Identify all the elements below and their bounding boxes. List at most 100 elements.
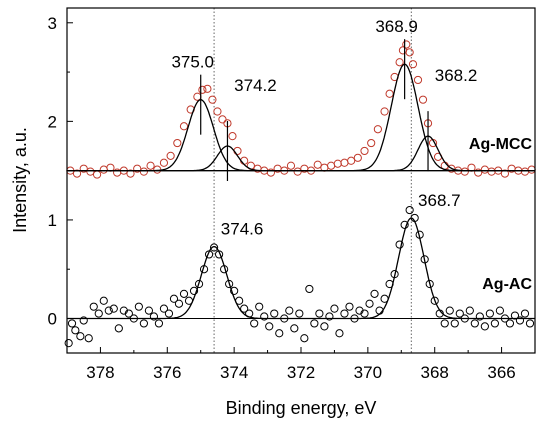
- y-tick-label: 1: [48, 211, 57, 230]
- data-point: [425, 279, 434, 289]
- data-point: [480, 165, 489, 174]
- data-point: [71, 326, 80, 335]
- data-point: [370, 289, 379, 298]
- data-point: [305, 284, 314, 294]
- peak-label: 368.7: [418, 191, 461, 210]
- data-point: [144, 306, 153, 315]
- data-point: [133, 164, 142, 173]
- data-point: [485, 309, 494, 318]
- data-point: [365, 299, 374, 308]
- data-point: [335, 329, 344, 338]
- data-point: [89, 302, 98, 311]
- data-point: [275, 329, 284, 338]
- y-axis-ticks: 0 1 2 3: [48, 14, 73, 329]
- data-point: [139, 167, 148, 176]
- data-point: [520, 167, 530, 176]
- plot-area: [64, 8, 536, 353]
- data-point: [395, 58, 404, 67]
- data-point: [64, 339, 73, 348]
- x-tick-label: 376: [153, 363, 181, 382]
- peak-label: 374.6: [221, 220, 264, 239]
- data-point: [385, 89, 394, 98]
- x-tick-label: 374: [220, 363, 248, 382]
- data-point: [286, 161, 296, 170]
- y-tick-label: 0: [48, 310, 57, 329]
- data-point: [218, 115, 227, 124]
- data-point: [487, 167, 496, 176]
- data-point: [79, 164, 88, 173]
- data-point: [495, 306, 504, 315]
- x-tick-label: 366: [487, 363, 515, 382]
- data-point: [405, 205, 414, 215]
- data-point: [124, 309, 133, 318]
- data-point: [520, 309, 530, 318]
- data-point: [405, 48, 414, 57]
- data-point: [330, 304, 339, 313]
- fit-envelope-Ag-AC: [67, 217, 535, 320]
- peak-label: 375.0: [171, 53, 214, 72]
- data-point: [290, 324, 299, 333]
- data-point: [313, 160, 322, 169]
- data-point: [360, 146, 369, 156]
- data-point: [408, 60, 418, 69]
- data-point: [295, 309, 304, 318]
- series-and-peak-labels: 375.0 374.2 368.9 368.2 Ag-MCC 374.6 368.7 Ag-A…: [171, 17, 532, 293]
- data-point: [265, 322, 274, 331]
- data-point: [450, 319, 459, 328]
- data-point: [402, 40, 411, 49]
- data-point: [470, 319, 479, 328]
- data-point: [240, 304, 249, 313]
- data-point: [320, 322, 329, 331]
- data-point: [189, 286, 199, 295]
- plot-frame: [66, 7, 536, 354]
- data-point: [208, 95, 217, 104]
- data-point: [480, 322, 489, 331]
- data-point: [515, 316, 525, 325]
- series-label-Ag-AC: Ag-AC: [482, 276, 532, 293]
- data-point: [315, 309, 324, 318]
- data-point: [395, 240, 404, 249]
- data-point: [134, 302, 143, 311]
- data-point: [353, 153, 362, 162]
- data-point: [228, 132, 237, 141]
- data-point: [230, 286, 239, 295]
- data-point: [99, 165, 108, 174]
- y-tick-label: 3: [48, 14, 57, 33]
- x-axis-label: Binding energy, eV: [226, 398, 377, 418]
- data-point: [94, 309, 103, 318]
- data-point: [460, 167, 469, 176]
- data-point: [194, 279, 204, 289]
- data-point: [285, 306, 294, 315]
- data-point: [440, 319, 449, 328]
- peak-label: 368.2: [435, 66, 478, 85]
- data-point: [347, 156, 356, 165]
- data-point: [104, 306, 113, 315]
- data-point: [114, 324, 123, 333]
- data-point: [325, 312, 334, 321]
- data-point: [149, 312, 159, 321]
- data-point: [109, 304, 118, 313]
- data-point: [527, 165, 536, 174]
- data-point: [159, 304, 169, 313]
- data-point: [86, 167, 95, 176]
- data-point: [164, 309, 174, 318]
- data-point: [84, 334, 93, 343]
- data-point: [169, 294, 179, 303]
- data-point: [79, 316, 88, 325]
- data-point: [209, 243, 219, 252]
- data-point: [154, 319, 164, 328]
- y-axis-label: Intensity, a.u.: [10, 127, 30, 233]
- data-point: [445, 306, 454, 315]
- data-point: [225, 279, 234, 289]
- data-point: [159, 158, 169, 167]
- data-point: [490, 319, 499, 328]
- data-point: [465, 306, 474, 315]
- data-point: [174, 299, 184, 308]
- data-point: [213, 107, 222, 116]
- x-tick-label: 368: [421, 363, 449, 382]
- data-point: [270, 309, 279, 318]
- data-point: [92, 170, 102, 179]
- data-point: [340, 158, 349, 167]
- data-point: [340, 309, 349, 318]
